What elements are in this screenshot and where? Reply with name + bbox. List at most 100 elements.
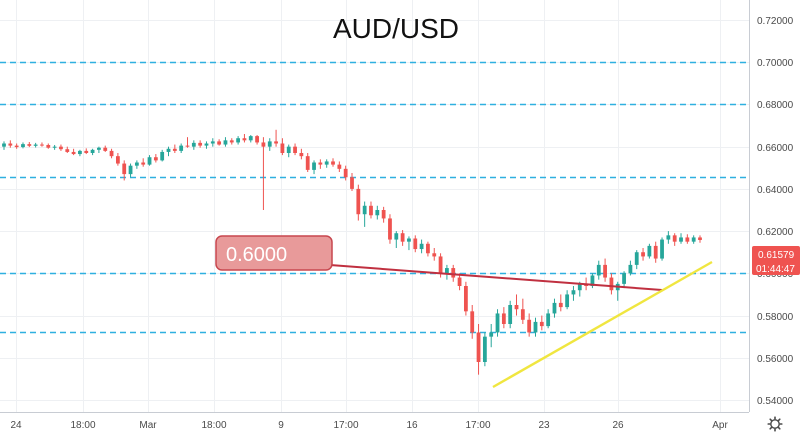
y-tick-label: 0.56000 — [757, 354, 794, 365]
candle-body — [59, 146, 63, 150]
candle — [40, 142, 44, 147]
y-tick-label: 0.58000 — [757, 312, 794, 323]
candle-body — [565, 294, 570, 308]
candle — [685, 234, 690, 244]
candle — [432, 248, 437, 261]
candle — [520, 298, 525, 324]
candle-body — [394, 233, 399, 240]
candle — [445, 264, 449, 280]
candle-body — [305, 156, 310, 170]
candle — [407, 236, 411, 251]
candle — [641, 248, 645, 261]
candle-body — [185, 145, 190, 147]
candle — [388, 214, 392, 244]
candle — [147, 155, 152, 166]
candle — [299, 148, 304, 160]
candle — [375, 205, 380, 220]
candle — [362, 201, 367, 227]
candle — [198, 140, 203, 148]
candle — [679, 233, 683, 244]
candle — [603, 258, 607, 282]
candle-body — [628, 264, 633, 274]
candle — [539, 315, 544, 331]
candle-body — [312, 162, 316, 170]
candle-body — [426, 243, 430, 254]
candle-body — [223, 140, 228, 145]
candle — [698, 235, 702, 243]
candle — [204, 141, 209, 149]
candle — [400, 230, 405, 246]
candle-body — [274, 141, 278, 144]
price-axis[interactable]: 0.72000 0.70000 0.68000 0.66000 0.64000 0.620… — [749, 0, 800, 412]
x-tick-label: 17:00 — [333, 420, 358, 431]
candle-body — [14, 145, 19, 148]
candle-body — [476, 332, 481, 362]
candle — [286, 144, 291, 158]
candle-body — [78, 150, 82, 155]
x-tick-label: 18:00 — [70, 420, 95, 431]
candle-body — [590, 275, 595, 286]
candle — [229, 138, 234, 145]
candle-body — [641, 252, 645, 257]
candle-body — [603, 264, 607, 278]
candle-body — [381, 210, 386, 219]
candle-body — [501, 313, 506, 324]
candle — [622, 271, 626, 289]
candle-body — [609, 277, 614, 291]
x-tick-label: 17:00 — [465, 420, 490, 431]
candle-body — [122, 163, 127, 175]
candle — [337, 161, 342, 172]
candle-body — [141, 162, 146, 165]
candle-body — [147, 157, 152, 165]
candle-body — [463, 286, 468, 312]
candle-body — [419, 243, 424, 250]
candle — [179, 143, 184, 153]
candle-body — [679, 237, 683, 242]
callout-trendline[interactable] — [329, 264, 663, 291]
candle-body — [698, 237, 702, 240]
candle-body — [691, 237, 696, 242]
candle — [426, 241, 430, 257]
candle-body — [97, 147, 101, 150]
candle-body — [198, 142, 203, 146]
candle-body — [407, 238, 411, 242]
candle — [33, 142, 38, 148]
candle — [52, 144, 57, 150]
candle-body — [666, 235, 671, 240]
candle-body — [356, 188, 361, 215]
support-trendline[interactable] — [492, 260, 713, 389]
callout-box[interactable] — [215, 235, 333, 271]
candle-body — [539, 321, 544, 327]
x-tick-labels: 24 18:00 Mar 18:00 9 17:00 16 17:00 23 26 Apr — [10, 420, 728, 431]
candle-body — [65, 149, 70, 152]
candle-body — [21, 144, 25, 148]
candle — [565, 290, 570, 310]
candle-body — [388, 218, 392, 240]
candle — [666, 231, 671, 244]
candle-body — [115, 156, 120, 164]
candle — [691, 235, 696, 244]
candle — [236, 136, 241, 145]
x-tick-label: 16 — [406, 420, 418, 431]
candle — [293, 143, 297, 156]
gear-icon[interactable] — [767, 416, 783, 432]
candle-body — [166, 148, 171, 152]
candle-body — [375, 210, 380, 216]
y-tick-label: 0.72000 — [757, 16, 794, 27]
candle — [255, 135, 259, 145]
candle-body — [8, 143, 13, 146]
candle-body — [236, 138, 241, 143]
candle — [217, 139, 222, 146]
candle-body — [552, 302, 557, 314]
candle-body — [685, 237, 690, 242]
candle-body — [172, 148, 177, 151]
x-tick-label: 9 — [278, 420, 284, 431]
time-axis[interactable]: 24 18:00 Mar 18:00 9 17:00 16 17:00 23 26 Apr — [0, 412, 749, 435]
candle — [71, 148, 76, 156]
candle-body — [293, 146, 297, 153]
candle — [185, 137, 190, 148]
candle — [305, 153, 310, 172]
candle — [90, 148, 95, 156]
candle — [84, 148, 89, 155]
